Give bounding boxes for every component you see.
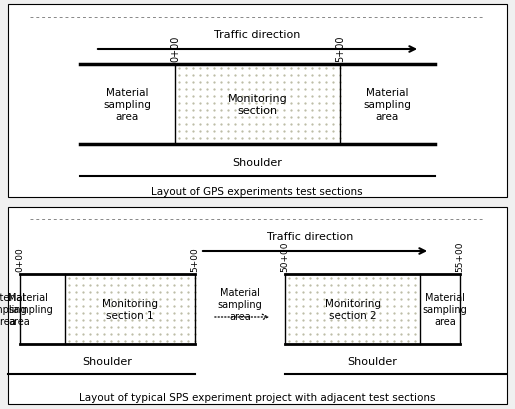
Text: Layout of typical SPS experiment project with adjacent test sections: Layout of typical SPS experiment project… [79, 392, 435, 402]
Text: Shoulder: Shoulder [232, 157, 282, 168]
Text: Material
sampling
area: Material sampling area [8, 293, 53, 326]
Text: 55+00: 55+00 [455, 241, 465, 271]
Text: 50+00: 50+00 [281, 241, 289, 271]
Text: 5+00: 5+00 [335, 36, 345, 62]
Text: Layout of GPS experiments test sections: Layout of GPS experiments test sections [151, 187, 363, 196]
Bar [8, 207, 507, 404]
Text: Traffic direction: Traffic direction [214, 30, 300, 40]
Text: 0+00: 0+00 [15, 247, 25, 271]
Bar [8, 5, 507, 198]
Text: Material
sampling
area: Material sampling area [423, 293, 468, 326]
Text: Material
sampling
area: Material sampling area [104, 88, 151, 121]
Text: Monitoring
section: Monitoring section [228, 94, 287, 115]
Text: Monitoring
section 2: Monitoring section 2 [324, 299, 381, 320]
Text: Material
sampling
area: Material sampling area [218, 288, 262, 321]
Text: Traffic direction: Traffic direction [267, 231, 353, 241]
Text: 5+00: 5+00 [191, 247, 199, 271]
Text: 0+00: 0+00 [170, 36, 180, 62]
Text: Monitoring
section 1: Monitoring section 1 [102, 299, 158, 320]
Text: Material
sampling
area: Material sampling area [364, 88, 411, 121]
Text: Shoulder: Shoulder [82, 356, 132, 366]
Text: Material
sampling
area: Material sampling area [0, 293, 27, 326]
Text: Shoulder: Shoulder [348, 356, 398, 366]
